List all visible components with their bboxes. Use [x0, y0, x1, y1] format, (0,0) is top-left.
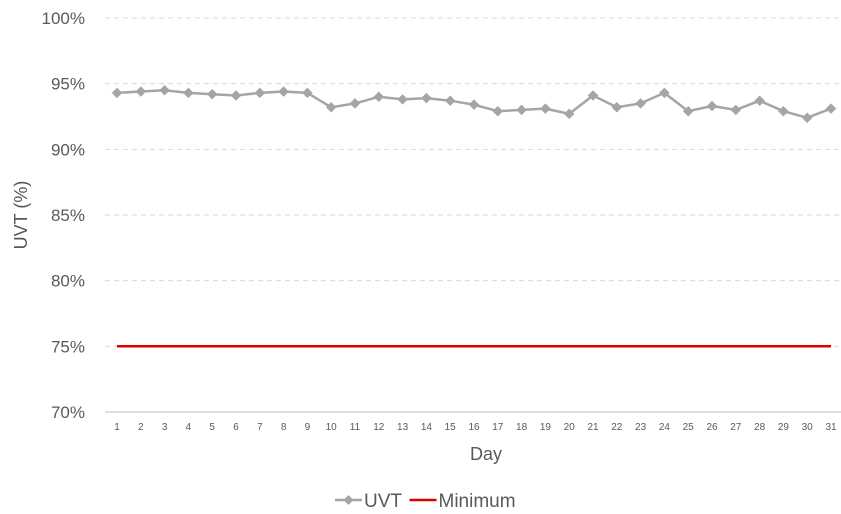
- x-tick-label: 16: [468, 422, 480, 433]
- x-tick-label: 25: [683, 422, 695, 433]
- x-tick-label: 31: [825, 422, 837, 433]
- x-tick-label: 6: [233, 422, 239, 433]
- data-point: [682, 105, 694, 117]
- y-tick-label: 85%: [51, 206, 85, 225]
- data-point: [373, 91, 385, 103]
- data-point: [825, 103, 837, 114]
- x-tick-label: 26: [706, 422, 718, 433]
- x-tick-label: 10: [326, 422, 338, 433]
- x-axis-title: Day: [470, 444, 502, 464]
- legend-swatch-marker: [343, 495, 354, 505]
- x-tick-label: 17: [492, 422, 504, 433]
- x-tick-label: 2: [138, 422, 144, 433]
- x-tick-label: 14: [421, 422, 433, 433]
- x-tick-label: 7: [257, 422, 263, 433]
- legend-item-uvt: UVT: [335, 491, 402, 512]
- x-tick-label: 11: [350, 422, 361, 433]
- data-point: [730, 104, 742, 116]
- x-tick-label: 19: [540, 422, 552, 433]
- data-point: [302, 87, 313, 99]
- x-tick-label: 20: [564, 422, 576, 433]
- x-tick-label: 27: [730, 422, 742, 433]
- series: [111, 84, 837, 348]
- data-point: [492, 105, 504, 117]
- y-tick-label: 95%: [51, 75, 85, 94]
- x-tick-label: 9: [305, 422, 311, 433]
- data-point: [468, 99, 480, 111]
- x-tick-label: 23: [635, 422, 647, 433]
- data-point: [421, 92, 432, 104]
- legend-label: Minimum: [439, 491, 516, 512]
- data-point: [444, 95, 456, 107]
- data-point: [397, 94, 408, 105]
- data-point: [230, 90, 242, 101]
- legend-label: UVT: [364, 491, 402, 512]
- x-tick-label: 18: [516, 422, 528, 433]
- data-point: [111, 87, 123, 99]
- data-point: [706, 100, 718, 112]
- x-tick-label: 24: [659, 422, 671, 433]
- x-tick-label: 22: [611, 422, 623, 433]
- x-tick-label: 12: [373, 422, 385, 433]
- x-tick-label: 3: [162, 422, 168, 433]
- data-point: [183, 87, 194, 99]
- data-point: [659, 87, 670, 99]
- data-point: [254, 87, 266, 99]
- data-point: [611, 101, 623, 113]
- data-point: [754, 95, 765, 107]
- x-tick-label: 1: [114, 422, 120, 433]
- data-point: [516, 104, 527, 116]
- data-point: [206, 88, 218, 100]
- gridlines: [105, 17, 841, 347]
- data-point: [778, 105, 789, 117]
- data-point: [278, 86, 289, 97]
- x-tick-label: 4: [186, 422, 192, 433]
- y-axis-title: UVT (%): [11, 181, 31, 250]
- data-point: [159, 84, 170, 96]
- data-point: [135, 86, 147, 97]
- data-point: [587, 90, 599, 101]
- x-tick-label: 13: [397, 422, 409, 433]
- y-tick-label: 75%: [51, 337, 85, 356]
- y-tick-label: 100%: [42, 9, 85, 28]
- data-point: [563, 108, 575, 120]
- x-tick-label: 21: [587, 422, 599, 433]
- y-tick-label: 90%: [51, 140, 85, 159]
- legend: UVT Minimum: [335, 491, 516, 512]
- y-tick-label: 80%: [51, 272, 85, 291]
- data-point: [540, 103, 551, 114]
- data-point: [635, 98, 646, 109]
- x-tick-label: 30: [802, 422, 814, 433]
- data-point: [349, 98, 361, 109]
- x-tick-label: 28: [754, 422, 766, 433]
- tick-labels: 70%75%80%85%90%95%100%1 2 3 4 5 6 7 8 9 10 11 12 13 1…: [42, 9, 837, 433]
- x-tick-label: 15: [445, 422, 457, 433]
- y-tick-label: 70%: [51, 403, 85, 422]
- legend-item-minimum: Minimum: [409, 491, 516, 512]
- x-tick-label: 29: [778, 422, 790, 433]
- x-tick-label: 5: [209, 422, 215, 433]
- data-point: [325, 101, 337, 113]
- data-point: [801, 112, 813, 124]
- x-tick-label: 8: [281, 422, 287, 433]
